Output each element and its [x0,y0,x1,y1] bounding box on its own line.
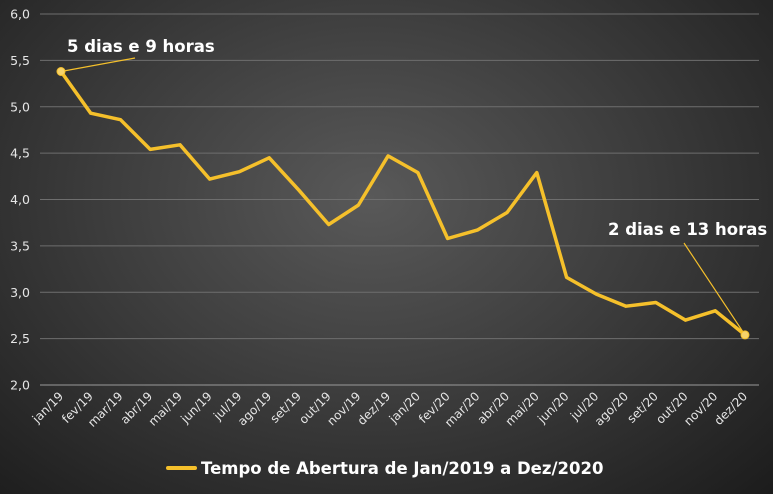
y-tick-label: 4,5 [10,146,30,161]
x-tick-label: dez/19 [355,389,394,428]
annotation-label: 2 dias e 13 horas [608,220,767,239]
y-tick-label: 5,5 [10,53,30,68]
y-axis-tick-labels: 2,0 2,5 3,0 3,5 4,0 4,5 5,0 5,5 6,0 [10,7,30,393]
x-tick-label: ago/20 [592,389,631,428]
grid-lines [40,13,759,386]
annotation-leader-line [683,242,746,336]
annotation-label: 5 dias e 9 horas [67,37,215,56]
y-tick-label: 5,0 [10,99,30,114]
x-tick-label: ago/19 [235,389,274,428]
y-tick-label: 4,0 [10,192,30,207]
y-tick-label: 6,0 [10,7,30,22]
x-tick-label: jan/20 [386,389,423,426]
x-axis-tick-labels: jan/19fev/19mar/19abr/19mai/19jun/19jul/… [29,389,750,430]
legend: Tempo de Abertura de Jan/2019 a Dez/2020 [166,459,603,478]
x-tick-label: mai/19 [146,389,185,428]
x-tick-label: mai/20 [503,389,542,428]
y-tick-label: 3,0 [10,285,30,300]
y-tick-label: 2,0 [10,378,30,393]
x-tick-label: nov/19 [324,389,363,428]
annotation-marker [740,330,750,340]
legend-label: Tempo de Abertura de Jan/2019 a Dez/2020 [201,459,603,478]
x-tick-label: nov/20 [681,389,720,428]
x-tick-label: jan/19 [29,389,66,426]
x-tick-label: jun/19 [177,389,214,426]
series-layer [59,69,747,337]
y-tick-label: 3,5 [10,238,30,253]
x-tick-label: dez/20 [711,389,750,428]
x-tick-label: jun/20 [534,389,571,426]
annotations: 5 dias e 9 horas 2 dias e 13 horas [56,37,767,340]
annotation-marker [56,67,66,77]
annotation-leader-line [60,57,136,73]
series-line [59,69,747,337]
y-tick-label: 2,5 [10,331,30,346]
